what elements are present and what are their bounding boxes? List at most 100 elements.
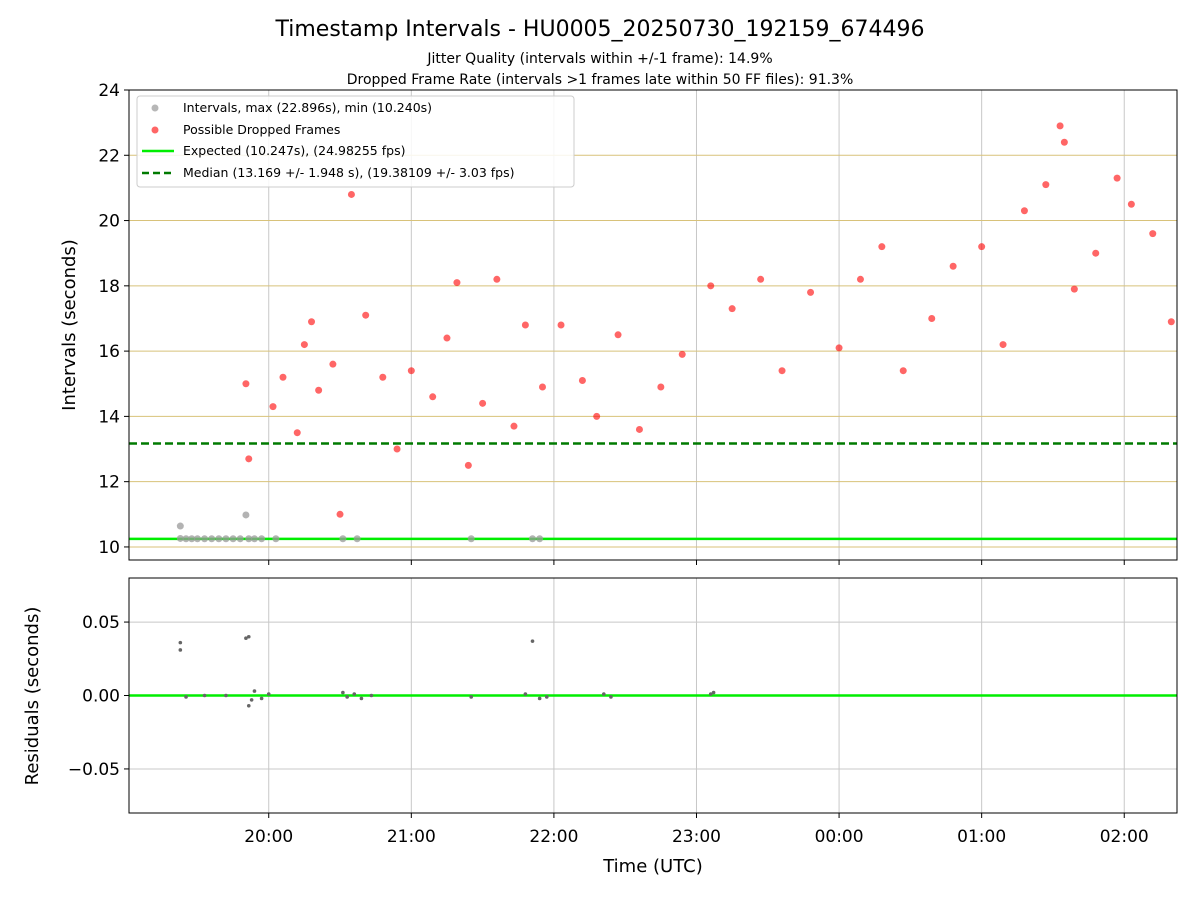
residual-point — [259, 696, 264, 701]
intervals-y-ticks: 10 12 14 16 18 20 22 24 — [98, 81, 129, 558]
interval-point — [188, 535, 196, 543]
x-tick-label: 22:00 — [529, 827, 578, 847]
residual-point — [266, 692, 271, 696]
dropped-frame-point — [453, 279, 461, 287]
intervals-y-tick-label: 10 — [98, 538, 120, 558]
intervals-y-tick-label: 16 — [98, 342, 120, 362]
intervals-y-tick-label: 22 — [98, 146, 120, 166]
x-tick-label: 21:00 — [387, 827, 436, 847]
residuals-y-axis-label: Residuals (seconds) — [22, 607, 43, 786]
figure-subtitle-jitter: Jitter Quality (intervals within +/-1 fr… — [426, 51, 772, 67]
residual-point — [341, 690, 345, 695]
dropped-frame-point — [300, 341, 308, 349]
interval-point — [529, 535, 537, 543]
dropped-frame-point — [949, 262, 957, 270]
dropped-frame-point — [878, 243, 886, 251]
interval-point — [272, 535, 280, 543]
dropped-frame-point — [379, 373, 387, 381]
dropped-frame-point — [1127, 200, 1135, 208]
legend-label-expected: Expected (10.247s), (24.98255 fps) — [183, 143, 405, 158]
intervals-grid — [129, 89, 1177, 560]
interval-point — [229, 535, 237, 543]
dropped-frame-point — [978, 243, 986, 251]
dropped-frame-point — [614, 331, 622, 339]
residuals-y-tick-label: 0.00 — [82, 687, 120, 707]
dropped-frame-point — [856, 275, 864, 283]
intervals-legend: Intervals, max (22.896s), min (10.240s) … — [136, 95, 575, 188]
dropped-frame-point — [999, 341, 1007, 349]
residual-point — [184, 695, 188, 699]
dropped-frame-point — [521, 321, 529, 329]
dropped-frame-point — [407, 367, 415, 375]
dropped-frame-point — [578, 376, 586, 384]
dropped-frame-point — [245, 455, 253, 463]
time-x-axis-label: Time (UTC) — [602, 856, 703, 877]
dropped-frame-point — [443, 334, 451, 342]
residual-point — [359, 696, 364, 701]
dropped-frame-point — [557, 321, 565, 329]
x-tick-label: 02:00 — [1100, 827, 1149, 847]
dropped-frame-point — [1070, 285, 1078, 293]
legend-box — [136, 95, 575, 188]
dropped-frame-point — [728, 305, 736, 313]
residual-point — [249, 698, 254, 702]
dropped-frame-point — [279, 373, 287, 381]
interval-point — [222, 535, 230, 543]
intervals-y-axis-label: Intervals (seconds) — [59, 239, 80, 411]
interval-point — [339, 535, 347, 543]
interval-point — [182, 535, 190, 543]
time-x-ticks: 20:00 21:00 22:00 23:00 00:00 01:00 02:00 — [244, 560, 1149, 847]
dropped-frame-point — [293, 429, 301, 437]
interval-point — [215, 535, 223, 543]
dropped-frame-point — [1113, 174, 1121, 182]
figure-subtitle-dropped: Dropped Frame Rate (intervals >1 frames … — [347, 72, 854, 88]
dropped-frame-point — [464, 461, 472, 469]
residual-point — [178, 648, 183, 652]
residuals-panel: 0.05 0.00 −0.05 20:00 21:00 22:00 23:00 00:00 0… — [22, 560, 1178, 877]
interval-point — [258, 535, 266, 543]
residual-point — [252, 689, 257, 693]
dropped-frame-point — [757, 275, 765, 283]
residual-point — [369, 693, 374, 698]
residual-point — [352, 692, 357, 696]
interval-point — [245, 535, 253, 543]
dropped-frame-point — [1167, 318, 1175, 326]
residuals-y-ticks: 0.05 0.00 −0.05 — [68, 613, 129, 780]
residual-point — [224, 693, 228, 698]
legend-marker-dropped — [151, 126, 159, 134]
dropped-frame-point — [493, 275, 501, 283]
legend-label-intervals: Intervals, max (22.896s), min (10.240s) — [183, 100, 432, 115]
dropped-frame-point — [393, 445, 401, 453]
dropped-frame-point — [336, 510, 344, 518]
intervals-panel: 10 12 14 16 18 20 22 24 Intervals (seconds) Int… — [59, 81, 1178, 561]
dropped-frame-point — [1149, 230, 1157, 238]
interval-point — [536, 535, 544, 543]
intervals-reference-lines — [129, 442, 1177, 541]
residual-point — [708, 692, 713, 696]
dropped-frame-point — [635, 425, 643, 433]
legend-label-median: Median (13.169 +/- 1.948 s), (19.38109 +… — [183, 165, 514, 180]
residuals-y-tick-label: −0.05 — [68, 760, 120, 780]
interval-point — [201, 535, 209, 543]
residual-point — [523, 692, 528, 696]
dropped-frame-point — [1092, 249, 1100, 257]
residual-point — [609, 695, 613, 699]
interval-point — [242, 511, 250, 519]
residual-point — [246, 634, 251, 639]
dropped-frame-point — [510, 422, 518, 430]
intervals-y-tick-label: 14 — [98, 407, 120, 427]
residual-point — [711, 690, 716, 695]
dropped-frame-point — [835, 344, 843, 352]
interval-point — [250, 535, 258, 543]
dropped-frame-point — [269, 403, 277, 411]
dropped-frame-point — [678, 350, 686, 358]
residual-point — [530, 639, 535, 643]
x-tick-label: 20:00 — [244, 827, 293, 847]
intervals-plot-frame — [128, 89, 1178, 561]
residual-point — [202, 693, 207, 698]
figure-title: Timestamp Intervals - HU0005_20250730_19… — [274, 17, 924, 42]
dropped-frame-point — [347, 190, 355, 198]
x-tick-label: 23:00 — [672, 827, 721, 847]
dropped-frame-point — [1060, 138, 1068, 146]
